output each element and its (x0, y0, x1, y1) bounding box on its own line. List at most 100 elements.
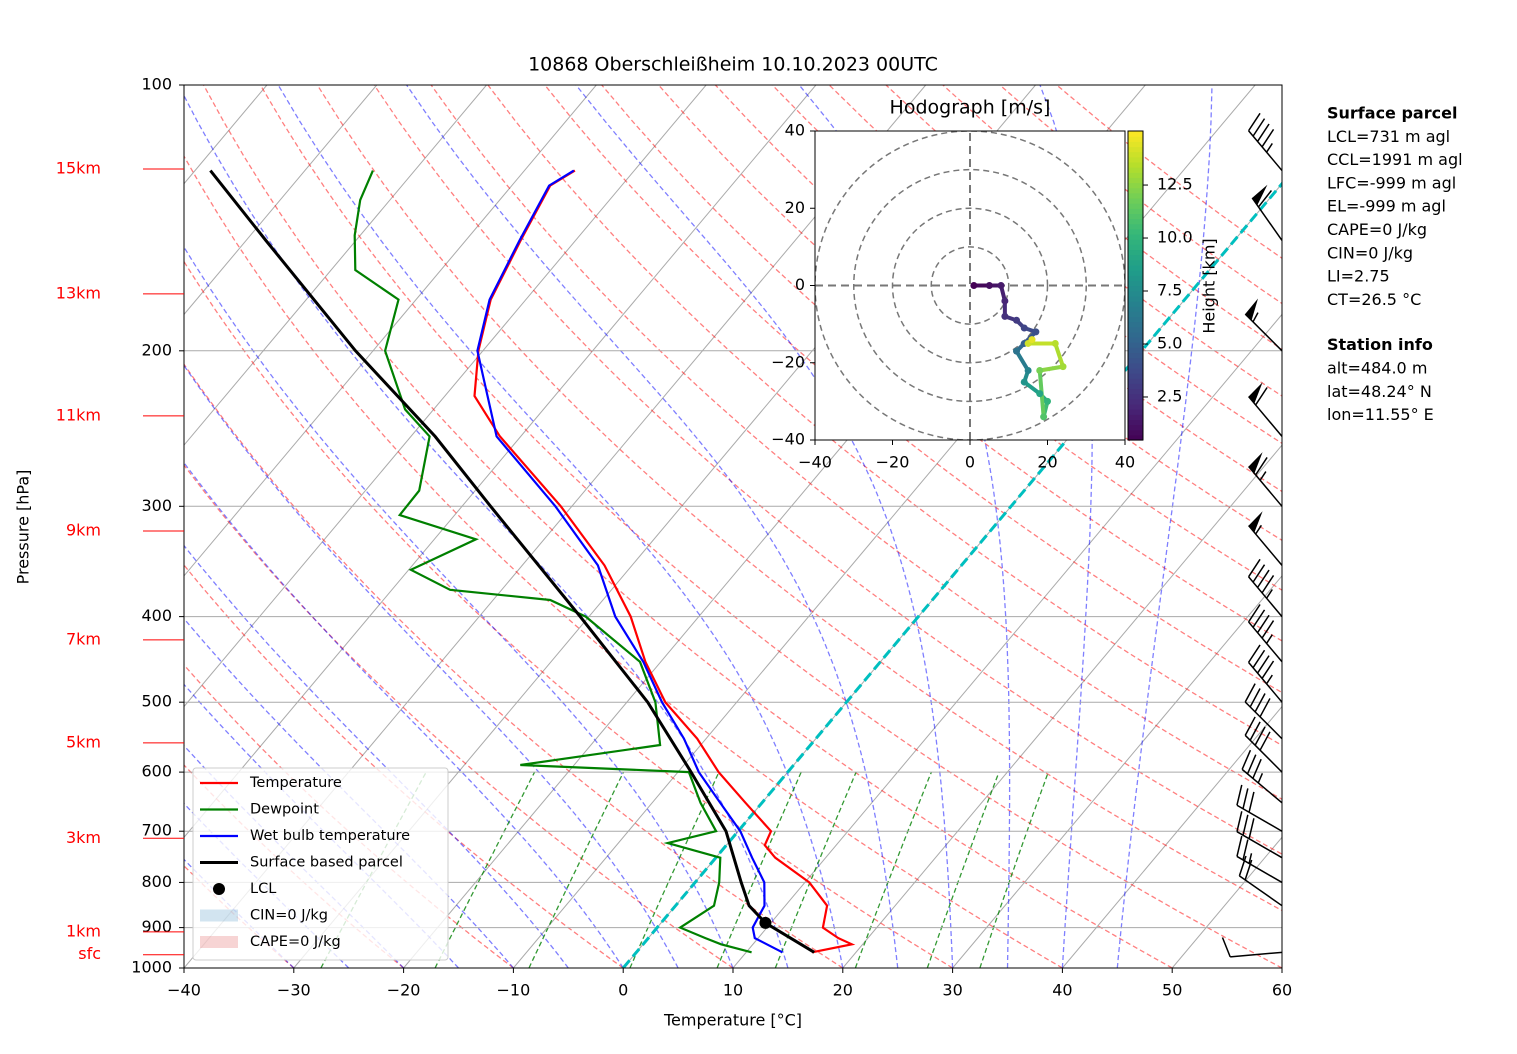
barb-feather (1244, 859, 1253, 881)
x-tick-label: 10 (723, 981, 743, 1000)
profile-line (476, 169, 783, 954)
barb-feather (1256, 569, 1270, 588)
colorbar-cell (1128, 409, 1143, 415)
colorbar-cell (1128, 167, 1143, 173)
wind-barb (1236, 811, 1283, 859)
colorbar-tick-label: 2.5 (1157, 386, 1182, 405)
x-tick-label: −20 (387, 981, 421, 1000)
colorbar-tick-label: 7.5 (1157, 281, 1182, 300)
barb-staff (1241, 768, 1283, 804)
hodograph-ring (930, 246, 1010, 325)
isotherm (1281, 967, 1282, 968)
colorbar-cell (1128, 300, 1143, 307)
height-label: 7km (66, 629, 101, 648)
colorbar-cell (1128, 146, 1143, 153)
colorbar-cell (1128, 326, 1143, 333)
hodograph-point (1044, 397, 1051, 405)
barb-feather (1252, 758, 1262, 779)
info-line: lon=11.55° E (1327, 405, 1434, 424)
barb-feather (1256, 614, 1270, 634)
colorbar-frame (1127, 130, 1144, 441)
colorbar-cell (1128, 362, 1143, 369)
colorbar-cell (1128, 393, 1143, 400)
y-tick-label: 900 (141, 917, 172, 936)
colorbar-cell (1128, 398, 1143, 405)
barb-half (1255, 524, 1263, 535)
legend-box (192, 767, 449, 961)
height-label: 11km (56, 405, 101, 424)
info-line: alt=484.0 m (1327, 359, 1427, 378)
colorbar-cell (1128, 192, 1143, 199)
colorbar-cell (1128, 151, 1143, 158)
barb-feather (1249, 721, 1261, 741)
y-tick-label: 40 (785, 121, 805, 140)
colorbar-cell (1128, 419, 1143, 426)
y-tick-label: 100 (141, 75, 172, 94)
colorbar-cell (1128, 357, 1143, 364)
y-tick-label: 500 (141, 692, 172, 711)
colorbar-cell (1128, 177, 1143, 184)
colorbar-cell (1128, 270, 1143, 276)
colorbar-cell (1128, 311, 1143, 317)
hodograph-point (1024, 366, 1032, 374)
wind-barb (1248, 382, 1283, 437)
wind-barb (1244, 716, 1283, 773)
barb-feather (1242, 839, 1249, 861)
x-tick-label: 60 (1272, 981, 1292, 1000)
y-tick-label: 700 (141, 821, 172, 840)
moist-adiabat (184, 461, 624, 968)
barb-feather (1242, 788, 1249, 809)
dry-adiabat (316, 85, 1282, 912)
wind-barb (1221, 937, 1283, 958)
barb-staff (1238, 875, 1283, 907)
barb-feather (1261, 660, 1275, 679)
barb-feather (1257, 190, 1273, 208)
colorbar-tick-label: 5.0 (1157, 333, 1182, 352)
x-tick-label: 30 (942, 981, 962, 1000)
barb-feather (1236, 784, 1243, 806)
isotherm (732, 313, 1282, 968)
dry-adiabat (1056, 85, 1282, 260)
barb-half (1257, 772, 1264, 784)
info-line: LCL=731 m agl (1327, 127, 1450, 146)
isotherm (184, 85, 487, 446)
colorbar-cell (1128, 295, 1143, 302)
hodograph-point (985, 282, 993, 289)
y-tick-label: 20 (785, 198, 805, 217)
barb-feather (1249, 688, 1261, 708)
barb-half (1252, 312, 1259, 323)
colorbar-tick-label: 10.0 (1157, 228, 1193, 247)
hodograph-point (997, 282, 1005, 289)
colorbar-cell (1128, 352, 1143, 359)
wind-barb (1247, 558, 1283, 618)
colorbar-cell (1128, 172, 1143, 178)
barb-staff (1248, 130, 1283, 172)
mixing-ratio-line (926, 771, 1000, 968)
barb-feather (1252, 649, 1266, 669)
colorbar-cell (1128, 197, 1143, 204)
mixing-ratio-line (854, 771, 933, 968)
colorbar-cell (1128, 388, 1143, 395)
barb-feather (1242, 814, 1249, 836)
wind-barb (1248, 452, 1283, 507)
isotherm (184, 85, 597, 577)
hodograph-point (1059, 363, 1067, 371)
mixing-ratio-line (979, 771, 1049, 968)
legend-label: CIN=0 J/kg (250, 908, 328, 924)
colorbar-cell (1128, 156, 1143, 163)
hodograph-ring (891, 207, 1049, 364)
y-tick-label: 200 (141, 340, 172, 359)
dry-adiabat (373, 85, 1282, 855)
chart-title: 10868 Oberschleißheim 10.10.2023 00UTC (528, 54, 938, 76)
barb-staff (1236, 831, 1283, 859)
colorbar-cell (1128, 161, 1143, 168)
colorbar-cell (1128, 306, 1143, 312)
barb-feather (1236, 811, 1243, 832)
barb-feather (1236, 835, 1243, 857)
colorbar-cell (1128, 280, 1143, 287)
barb-feather (1261, 128, 1275, 148)
x-tick-label: −20 (876, 453, 910, 472)
x-tick-label: 20 (833, 981, 853, 1000)
colorbar-cell (1128, 213, 1143, 220)
